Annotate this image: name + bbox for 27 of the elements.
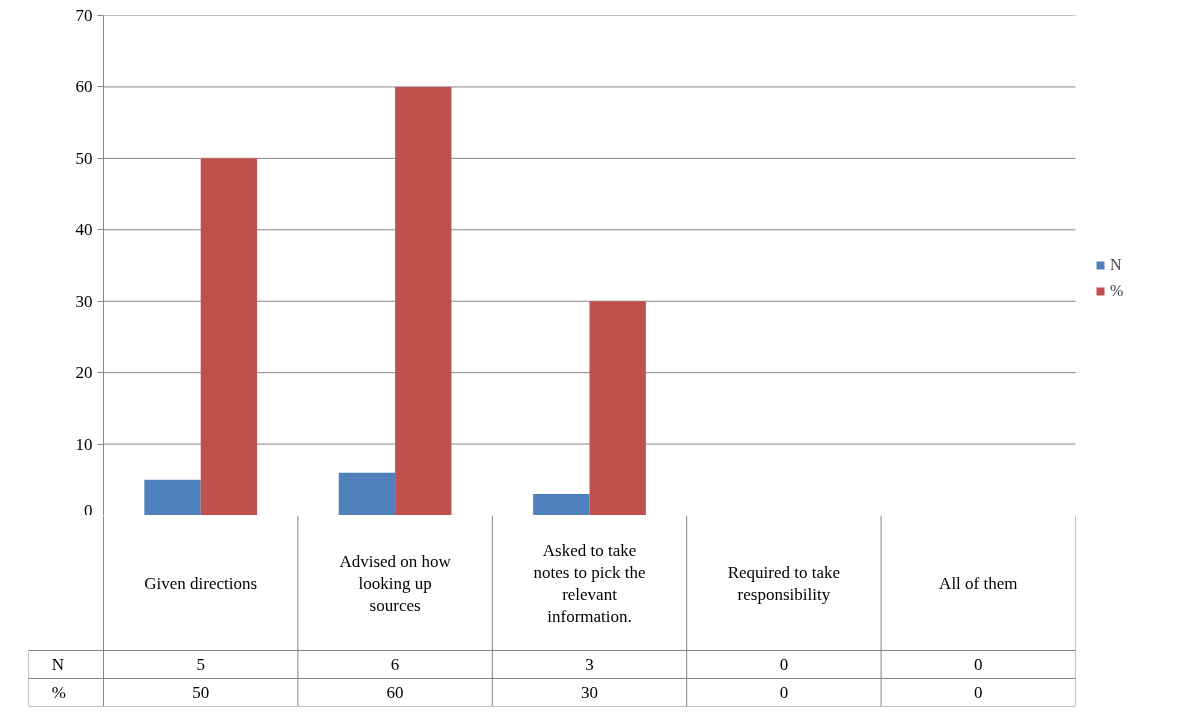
y-tick-label: 50 [75,148,93,168]
x-tick-label: Advised on how looking up sources [339,551,452,615]
data-label: 0 [974,655,983,674]
data-label: 0 [779,655,789,674]
y-tick-label: 40 [75,220,93,240]
text: N [51,655,65,674]
x-tick-label: Given directions [144,573,258,593]
text: % [51,683,66,702]
data-label: 3 [585,655,594,674]
x-tick-label: Asked to take notes to pick the relevant information. [533,540,646,626]
data-label: 30 [581,683,598,702]
y-tick-label: 0 [84,500,93,520]
x-tick-label: Required to take responsibility [727,562,841,604]
legend-label: N [1110,256,1123,274]
data-label: 6 [390,655,400,674]
y-tick-label: 30 [75,291,93,311]
data-label: 5 [196,655,205,674]
legend-label: % [1110,282,1125,300]
x-tick-label: All of them [939,573,1018,593]
data-label: 0 [974,683,983,702]
y-tick-label: 20 [75,363,93,383]
y-tick-label: 10 [75,434,93,454]
data-label: 60 [386,683,404,702]
data-label: 0 [779,683,789,702]
data-label: 50 [192,683,210,702]
y-tick-label: 60 [75,77,93,97]
y-tick-label: 70 [75,6,93,25]
